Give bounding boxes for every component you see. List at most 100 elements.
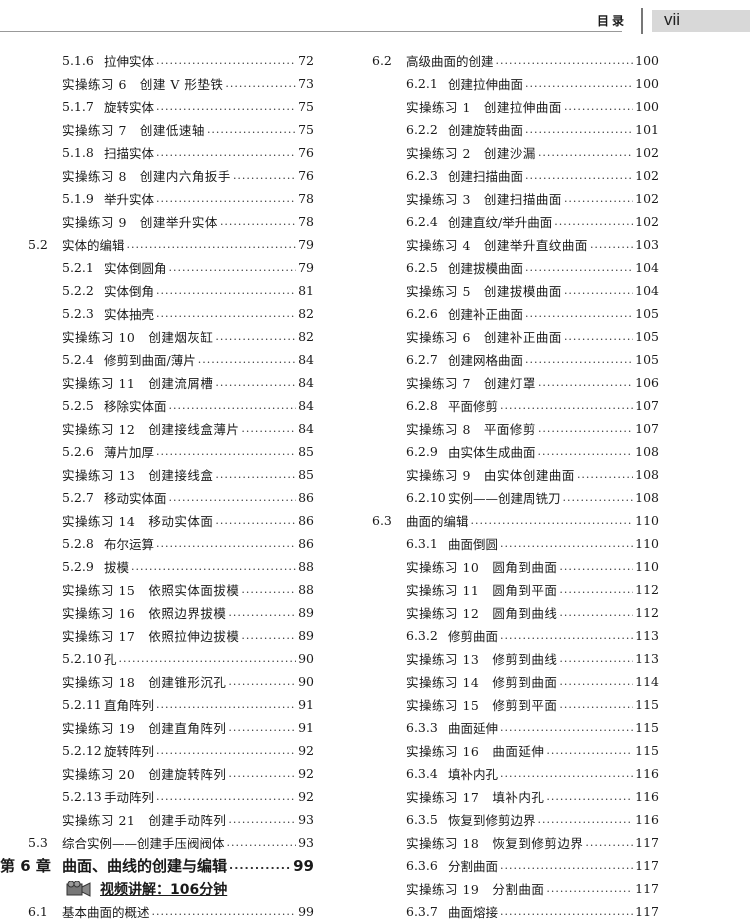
toc-chapter-entry[interactable]: 第 6 章曲面、曲线的创建与编辑........................… xyxy=(0,854,314,877)
toc-entry[interactable]: 5.2.4 修剪到曲面/薄片...........................… xyxy=(0,348,314,371)
toc-entry[interactable]: 实操练习 10 创建烟灰缸...........................… xyxy=(0,325,314,348)
toc-entry[interactable]: 实操练习 8 创建内六角扳手..........................… xyxy=(0,164,314,187)
toc-entry[interactable]: 实操练习 9 创建举升实体...........................… xyxy=(0,210,314,233)
toc-entry[interactable]: 实操练习 20 创建旋转阵列..........................… xyxy=(0,762,314,785)
toc-entry[interactable]: 实操练习 11 创建流屑槽...........................… xyxy=(0,371,314,394)
toc-entry[interactable]: 实操练习 19 分割曲面............................… xyxy=(344,877,659,900)
toc-entry[interactable]: 实操练习 2 创建沙漏.............................… xyxy=(344,141,659,164)
entry-number: 5.2.10 xyxy=(62,651,102,666)
toc-entry[interactable]: 6.2.3 创建扫描曲面.............................… xyxy=(344,164,659,187)
entry-title: 创建拉伸曲面 xyxy=(448,77,524,92)
entry-page-number: 100 xyxy=(635,76,659,91)
toc-entry[interactable]: 实操练习 12 圆角到曲线...........................… xyxy=(344,601,659,624)
toc-entry[interactable]: 实操练习 10 圆角到曲面...........................… xyxy=(344,555,659,578)
entry-page-number: 115 xyxy=(635,743,659,758)
toc-entry[interactable]: 6.3 曲面的编辑................................… xyxy=(344,509,659,532)
toc-entry[interactable]: 6.2.8 平面修剪...............................… xyxy=(344,394,659,417)
toc-entry[interactable]: 5.2.6 薄片加厚...............................… xyxy=(0,440,314,463)
toc-entry[interactable]: 5.2.13 手动阵列..............................… xyxy=(0,785,314,808)
toc-entry[interactable]: 实操练习 16 曲面延伸............................… xyxy=(344,739,659,762)
toc-entry[interactable]: 5.2.9 拔模.................................… xyxy=(0,555,314,578)
entry-title: 拔模 xyxy=(104,560,130,575)
toc-entry[interactable]: 6.2.1 创建拉伸曲面.............................… xyxy=(344,72,659,95)
entry-title: 拉伸实体 xyxy=(104,54,155,69)
toc-entry[interactable]: 5.2.7 移动实体面..............................… xyxy=(0,486,314,509)
toc-entry[interactable]: 6.2.9 由实体生成曲面............................… xyxy=(344,440,659,463)
toc-entry[interactable]: 5.2.5 移除实体面..............................… xyxy=(0,394,314,417)
video-camera-icon xyxy=(66,880,92,897)
entry-title: 实操练习 6 创建 V 形垫铁 xyxy=(62,77,224,92)
entry-page-number: 90 xyxy=(298,651,314,666)
toc-entry[interactable]: 5.1.8 扫描实体...............................… xyxy=(0,141,314,164)
toc-entry[interactable]: 实操练习 1 创建拉伸曲面...........................… xyxy=(344,95,659,118)
toc-entry[interactable]: 实操练习 17 依照拉伸边拔模.........................… xyxy=(0,624,314,647)
toc-entry[interactable]: 5.1.6 拉伸实体...............................… xyxy=(0,49,314,72)
dot-leader: ........................................… xyxy=(219,215,297,228)
toc-entry[interactable]: 5.1.7 旋转实体...............................… xyxy=(0,95,314,118)
entry-title: 实操练习 16 依照边界拔模 xyxy=(62,606,227,621)
entry-page-number: 104 xyxy=(635,260,659,275)
toc-entry[interactable]: 5.2.10 孔.................................… xyxy=(0,647,314,670)
toc-entry[interactable]: 实操练习 13 创建接线盒...........................… xyxy=(0,463,314,486)
entry-number: 6.1 xyxy=(28,904,48,919)
toc-entry[interactable]: 5.2.12 旋转阵列..............................… xyxy=(0,739,314,762)
toc-entry[interactable]: 实操练习 13 修剪到曲线...........................… xyxy=(344,647,659,670)
toc-entry[interactable]: 6.2.2 创建旋转曲面.............................… xyxy=(344,118,659,141)
toc-entry[interactable]: 实操练习 9 由实体创建曲面..........................… xyxy=(344,463,659,486)
toc-entry[interactable]: 6.3.2 修剪曲面...............................… xyxy=(344,624,659,647)
toc-entry[interactable]: 实操练习 7 创建灯罩.............................… xyxy=(344,371,659,394)
toc-entry[interactable]: 实操练习 14 修剪到曲面...........................… xyxy=(344,670,659,693)
toc-entry[interactable]: 6.2.6 创建补正曲面.............................… xyxy=(344,302,659,325)
toc-entry[interactable]: 实操练习 12 创建接线盒薄片.........................… xyxy=(0,417,314,440)
toc-entry[interactable]: 6.3.5 恢复到修剪边界............................… xyxy=(344,808,659,831)
toc-entry[interactable]: 6.2.7 创建网格曲面.............................… xyxy=(344,348,659,371)
entry-title: 实操练习 3 创建扫描曲面 xyxy=(406,192,562,207)
toc-entry[interactable]: 6.2.10实例——创建周铣刀.........................… xyxy=(344,486,659,509)
toc-entry[interactable]: 5.2.1 实体倒圆角..............................… xyxy=(0,256,314,279)
dot-leader: ........................................… xyxy=(525,353,634,366)
toc-entry[interactable]: 实操练习 11 圆角到平面...........................… xyxy=(344,578,659,601)
entry-page-number: 116 xyxy=(635,789,659,804)
toc-entry[interactable]: 实操练习 14 移动实体面...........................… xyxy=(0,509,314,532)
toc-entry[interactable]: 实操练习 16 依照边界拔模..........................… xyxy=(0,601,314,624)
toc-entry[interactable]: 5.2.11 直角阵列..............................… xyxy=(0,693,314,716)
toc-entry[interactable]: 实操练习 21 创建手动阵列..........................… xyxy=(0,808,314,831)
toc-entry[interactable]: 6.3.4 填补内孔...............................… xyxy=(344,762,659,785)
toc-entry[interactable]: 5.2.8 布尔运算...............................… xyxy=(0,532,314,555)
dot-leader: ........................................… xyxy=(226,836,297,849)
toc-entry[interactable]: 6.2.5 创建拔模曲面.............................… xyxy=(344,256,659,279)
toc-entry[interactable]: 实操练习 6 创建 V 形垫铁.........................… xyxy=(0,72,314,95)
toc-entry[interactable]: 6.3.1 曲面倒圆...............................… xyxy=(344,532,659,555)
toc-entry[interactable]: 实操练习 3 创建扫描曲面...........................… xyxy=(344,187,659,210)
toc-entry[interactable]: 实操练习 4 创建举升直纹曲面.........................… xyxy=(344,233,659,256)
toc-entry[interactable]: 实操练习 18 创建锥形沉孔..........................… xyxy=(0,670,314,693)
dot-leader: ........................................… xyxy=(559,560,633,573)
toc-entry[interactable]: 实操练习 5 创建拔模曲面...........................… xyxy=(344,279,659,302)
toc-entry[interactable]: 实操练习 15 依照实体面拔模.........................… xyxy=(0,578,314,601)
toc-entry[interactable]: 实操练习 15 修剪到平面...........................… xyxy=(344,693,659,716)
toc-entry[interactable]: 实操练习 17 填补内孔............................… xyxy=(344,785,659,808)
dot-leader: ........................................… xyxy=(228,675,296,688)
toc-entry[interactable]: 实操练习 19 创建直角阵列..........................… xyxy=(0,716,314,739)
toc-entry[interactable]: 实操练习 18 恢复到修剪边界.........................… xyxy=(344,831,659,854)
entry-number: 5.2.13 xyxy=(62,789,102,804)
entry-page-number: 88 xyxy=(298,559,314,574)
toc-entry[interactable]: 6.2.4 创建直纹/举升曲面..........................… xyxy=(344,210,659,233)
toc-entry[interactable]: 6.3.7 曲面熔接...............................… xyxy=(344,900,659,923)
dot-leader: ........................................… xyxy=(500,629,633,642)
toc-entry[interactable]: 实操练习 6 创建补正曲面...........................… xyxy=(344,325,659,348)
dot-leader: ........................................… xyxy=(500,537,633,550)
entry-page-number: 85 xyxy=(298,467,314,482)
toc-entry[interactable]: 5.2.2 实体倒角...............................… xyxy=(0,279,314,302)
toc-entry[interactable]: 5.1.9 举升实体...............................… xyxy=(0,187,314,210)
dot-leader: ........................................… xyxy=(559,698,633,711)
toc-entry[interactable]: 实操练习 8 平面修剪.............................… xyxy=(344,417,659,440)
toc-entry[interactable]: 6.3.3 曲面延伸...............................… xyxy=(344,716,659,739)
toc-entry[interactable]: 5.3 综合实例——创建手压阀阀体........................… xyxy=(0,831,314,854)
toc-entry[interactable]: 实操练习 7 创建低速轴............................… xyxy=(0,118,314,141)
toc-entry[interactable]: 6.3.6 分割曲面...............................… xyxy=(344,854,659,877)
toc-entry[interactable]: 5.2.3 实体抽壳...............................… xyxy=(0,302,314,325)
toc-entry[interactable]: 6.2 高级曲面的创建..............................… xyxy=(344,49,659,72)
toc-entry[interactable]: 5.2 实体的编辑................................… xyxy=(0,233,314,256)
toc-entry[interactable]: 6.1 基本曲面的概述..............................… xyxy=(0,900,314,923)
